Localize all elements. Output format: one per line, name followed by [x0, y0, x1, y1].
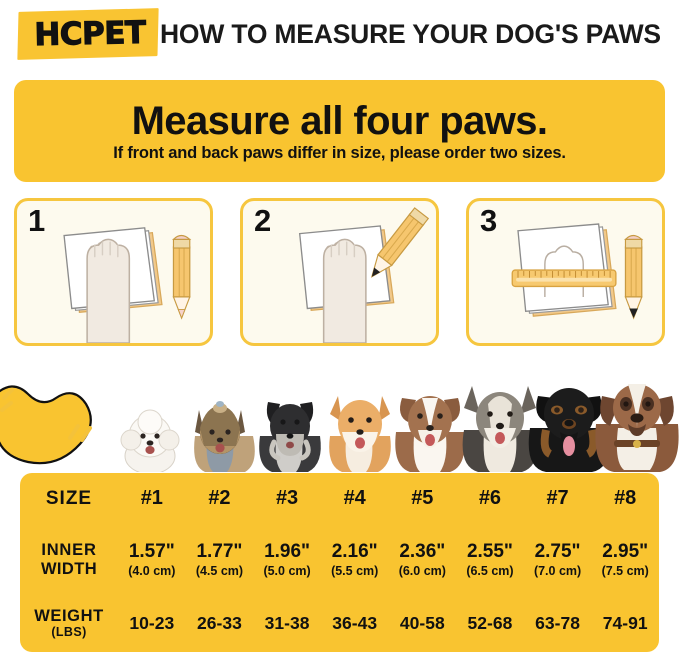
- inner-width-in-3: 1.96": [264, 540, 311, 562]
- table-row-size: SIZE #1 #2 #3 #4 #5 #6 #7 #8: [20, 473, 659, 525]
- step-card-2: 2: [240, 198, 439, 346]
- row-label-inner-width: INNER WIDTH: [20, 542, 118, 578]
- banner-title: Measure all four paws.: [131, 98, 548, 143]
- inner-width-cell-8: 2.95" (7.5 cm): [591, 540, 659, 578]
- inner-width-cm-1: (4.0 cm): [128, 563, 176, 578]
- row-label-width: WIDTH: [40, 559, 98, 578]
- dog-photo-bichon-frise: [114, 400, 186, 472]
- inner-width-in-5: 2.36": [399, 540, 446, 562]
- weight-cell-3: 31-38: [264, 613, 310, 634]
- size-cell-3: #3: [275, 487, 299, 510]
- weight-cell-6: 52-68: [467, 613, 513, 634]
- step-illustration-paw-on-paper: [63, 227, 192, 343]
- weight-cell-7: 63-78: [535, 613, 580, 634]
- inner-width-in-4: 2.16": [331, 540, 378, 562]
- inner-width-cm-2: (4.5 cm): [195, 563, 244, 578]
- brand-logo-text: HCPET: [33, 14, 146, 54]
- size-cell-8: #8: [614, 487, 637, 510]
- banner-subtitle: If front and back paws differ in size, p…: [113, 143, 566, 162]
- dog-photo-shiba-inu: [322, 386, 398, 472]
- row-label-weight: WEIGHT (LBS): [20, 606, 118, 640]
- inner-width-cell-4: 2.16" (5.5 cm): [321, 540, 389, 578]
- size-chart-table: SIZE #1 #2 #3 #4 #5 #6 #7 #8 INNER WIDTH…: [20, 473, 659, 652]
- dog-photo-schnauzer: [252, 388, 328, 472]
- step-illustration-measure-ruler: [511, 223, 644, 320]
- inner-width-cell-5: 2.36" (6.0 cm): [389, 540, 457, 578]
- size-cell-6: #6: [478, 487, 502, 510]
- step-card-3: 3: [466, 198, 665, 346]
- page-title: HOW TO MEASURE YOUR DOG'S PAWS: [160, 18, 661, 49]
- dog-photo-saint-bernard: [592, 372, 679, 472]
- inner-width-cm-4: (5.5 cm): [331, 563, 379, 578]
- step-number-2: 2: [254, 203, 272, 238]
- table-row-inner-width: INNER WIDTH 1.57" (4.0 cm) 1.77" (4.5 cm…: [20, 525, 659, 595]
- step-number-3: 3: [480, 203, 498, 238]
- dog-breed-photo-strip: [0, 372, 679, 480]
- inner-width-in-1: 1.57": [128, 540, 175, 562]
- inner-width-in-2: 1.77": [196, 540, 243, 562]
- inner-width-cm-8: (7.5 cm): [601, 563, 649, 578]
- row-label-inner: INNER: [41, 541, 97, 560]
- table-row-weight: WEIGHT (LBS) 10-23 26-33 31-38 36-43 40-…: [20, 595, 659, 652]
- inner-width-cm-6: (6.5 cm): [466, 563, 514, 578]
- inner-width-cell-7: 2.75" (7.0 cm): [524, 540, 592, 578]
- row-label-weight-unit: (LBS): [51, 625, 87, 640]
- size-cell-1: #1: [140, 487, 163, 510]
- step-illustration-trace-paw: [298, 207, 430, 343]
- inner-width-cell-1: 1.57" (4.0 cm): [118, 540, 186, 578]
- swoosh-decoration: [0, 385, 92, 465]
- size-cell-5: #5: [411, 487, 434, 510]
- inner-width-cm-3: (5.0 cm): [263, 563, 311, 578]
- step-number-1: 1: [28, 203, 46, 238]
- weight-cell-1: 10-23: [129, 613, 175, 634]
- weight-cell-5: 40-58: [399, 613, 445, 634]
- inner-width-cell-6: 2.55" (6.5 cm): [456, 540, 524, 578]
- banner: Measure all four paws. If front and back…: [14, 80, 665, 182]
- row-label-weight-text: WEIGHT: [34, 606, 104, 625]
- size-cell-4: #4: [343, 487, 366, 510]
- weight-cell-8: 74-91: [602, 613, 648, 634]
- row-label-size: SIZE: [45, 488, 93, 510]
- header: HCPET HOW TO MEASURE YOUR DOG'S PAWS: [0, 0, 679, 70]
- inner-width-cm-7: (7.0 cm): [533, 563, 582, 578]
- dog-photo-alaskan-malamute: [458, 374, 542, 472]
- dog-photo-australian-shepherd: [390, 380, 470, 472]
- inner-width-cell-3: 1.96" (5.0 cm): [253, 540, 321, 578]
- dog-photo-rottweiler: [526, 372, 612, 472]
- inner-width-in-8: 2.95": [602, 540, 649, 562]
- size-cell-2: #2: [208, 487, 231, 510]
- inner-width-cell-2: 1.77" (4.5 cm): [186, 540, 254, 578]
- inner-width-cm-5: (6.0 cm): [398, 563, 446, 578]
- inner-width-in-7: 2.75": [534, 540, 581, 562]
- size-cell-7: #7: [546, 487, 569, 510]
- weight-cell-2: 26-33: [197, 613, 242, 634]
- weight-cell-4: 36-43: [332, 613, 378, 634]
- inner-width-in-6: 2.55": [466, 540, 513, 562]
- steps-row: 1: [14, 198, 665, 346]
- dog-photo-yorkshire-terrier: [185, 392, 255, 472]
- step-card-1: 1: [14, 198, 213, 346]
